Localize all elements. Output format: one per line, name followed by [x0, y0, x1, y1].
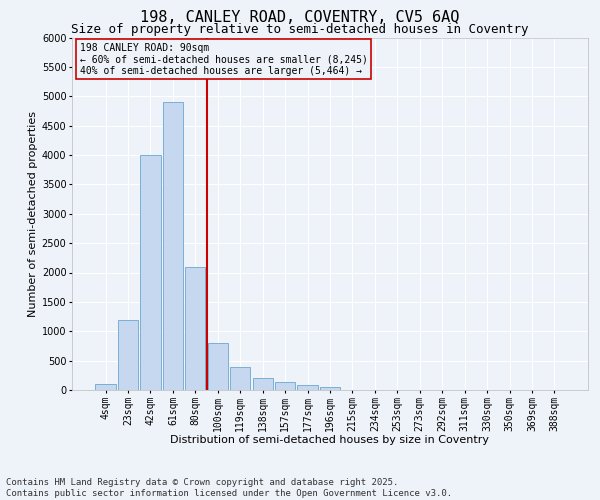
Text: Contains HM Land Registry data © Crown copyright and database right 2025.
Contai: Contains HM Land Registry data © Crown c…	[6, 478, 452, 498]
Bar	[95, 384, 116, 390]
Bar	[275, 382, 295, 390]
Text: 198 CANLEY ROAD: 90sqm
← 60% of semi-detached houses are smaller (8,245)
40% of : 198 CANLEY ROAD: 90sqm ← 60% of semi-det…	[80, 43, 368, 76]
Text: 198, CANLEY ROAD, COVENTRY, CV5 6AQ: 198, CANLEY ROAD, COVENTRY, CV5 6AQ	[140, 10, 460, 25]
Bar	[320, 387, 340, 390]
Bar	[118, 320, 138, 390]
Bar	[163, 102, 183, 390]
Bar	[208, 343, 228, 390]
Text: Size of property relative to semi-detached houses in Coventry: Size of property relative to semi-detach…	[71, 22, 529, 36]
Bar	[298, 386, 317, 390]
Bar	[185, 266, 205, 390]
Y-axis label: Number of semi-detached properties: Number of semi-detached properties	[28, 111, 38, 317]
Bar	[253, 378, 273, 390]
Bar	[140, 155, 161, 390]
X-axis label: Distribution of semi-detached houses by size in Coventry: Distribution of semi-detached houses by …	[170, 435, 490, 445]
Bar	[230, 366, 250, 390]
